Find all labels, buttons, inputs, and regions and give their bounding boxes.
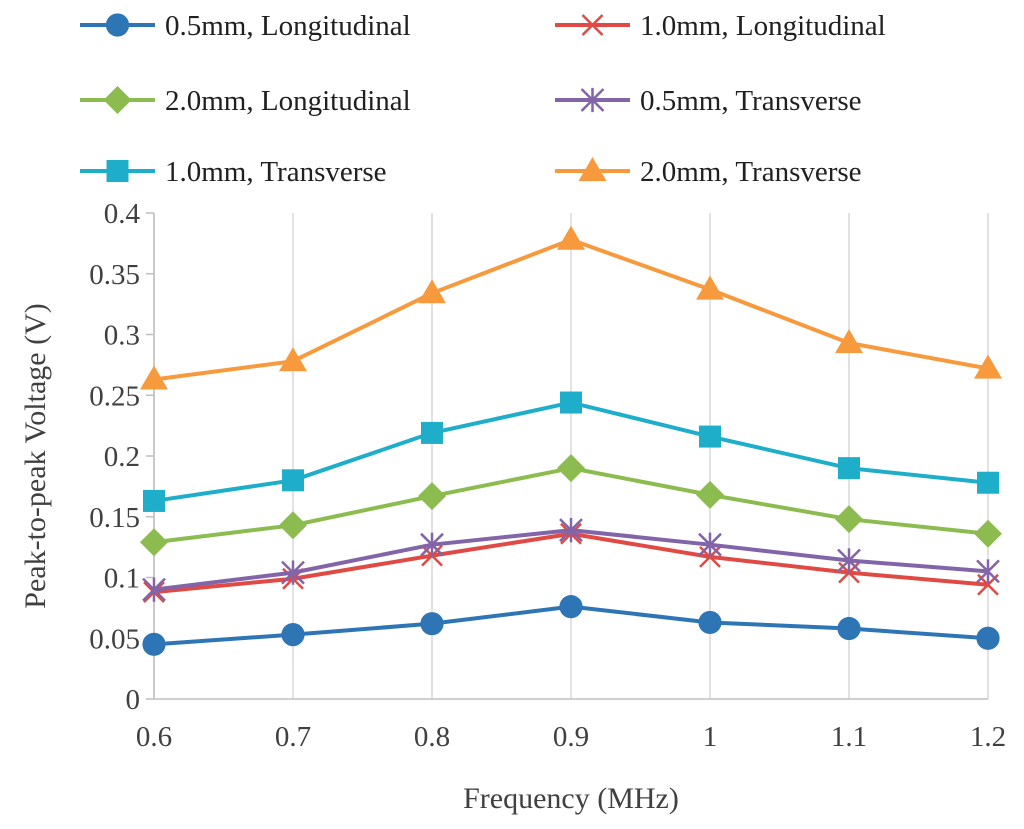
- legend-label: 1.0mm, Longitudinal: [640, 10, 886, 42]
- y-tick-label: 0: [126, 684, 141, 716]
- legend: 0.5mm, Longitudinal 1.0mm, Longitudinal 2.…: [80, 10, 886, 188]
- data-point: [106, 160, 129, 182]
- series-4: [143, 391, 999, 512]
- x-tick-label: 0.6: [136, 721, 172, 753]
- legend-label: 0.5mm, Transverse: [640, 85, 862, 117]
- data-point: [142, 577, 166, 602]
- y-tick-label: 0.4: [104, 198, 141, 230]
- data-point: [578, 157, 607, 182]
- data-point: [279, 347, 307, 372]
- data-point: [696, 480, 724, 509]
- data-point: [281, 623, 305, 647]
- series-5: [140, 225, 1002, 390]
- data-point: [143, 489, 165, 512]
- data-point: [140, 365, 168, 390]
- legend-label: 0.5mm, Longitudinal: [165, 10, 411, 42]
- data-point: [421, 421, 443, 444]
- data-point: [418, 482, 446, 511]
- x-tick-label: 0.8: [414, 721, 450, 753]
- data-point: [837, 616, 861, 641]
- data-point: [557, 454, 585, 483]
- data-point: [279, 511, 307, 540]
- x-tick-label: 0.9: [553, 721, 589, 753]
- x-tick-label: 1.2: [970, 721, 1006, 753]
- x-tick-label: 1: [703, 721, 718, 753]
- legend-item: 2.0mm, Transverse: [555, 156, 862, 188]
- y-tick-label: 0.25: [89, 380, 140, 412]
- legend-label: 1.0mm, Transverse: [165, 156, 387, 188]
- data-point: [420, 532, 444, 557]
- axes: 0 0.05 0.1 0.15 0.2 0.25 0.3 0.35 0.4 0.6 0.7 0.8 0.…: [89, 198, 1006, 753]
- data-point: [281, 560, 305, 585]
- data-point: [105, 13, 130, 37]
- data-point: [835, 505, 863, 534]
- data-point: [580, 87, 605, 113]
- data-point: [837, 548, 861, 573]
- x-axis-title: Frequency (MHz): [463, 782, 679, 815]
- legend-item: 0.5mm, Longitudinal: [80, 10, 411, 42]
- y-tick-label: 0.35: [89, 259, 140, 291]
- x-tick-label: 0.7: [275, 721, 311, 753]
- data-point: [557, 225, 585, 250]
- y-tick-label: 0.2: [104, 441, 140, 473]
- data-point: [559, 518, 583, 543]
- data-point: [140, 528, 168, 557]
- series-3: [142, 518, 1000, 602]
- data-point: [282, 469, 304, 492]
- data-point: [698, 610, 722, 635]
- data-point: [838, 457, 860, 480]
- data-point: [974, 519, 1002, 548]
- y-tick-label: 0.1: [104, 563, 140, 595]
- series-2: [140, 454, 1002, 557]
- data-point: [977, 471, 999, 494]
- data-point: [559, 595, 583, 619]
- y-tick-label: 0.3: [104, 320, 140, 352]
- legend-item: 2.0mm, Longitudinal: [80, 85, 411, 117]
- y-tick-label: 0.05: [89, 623, 140, 655]
- x-tick-label: 1.1: [831, 721, 867, 753]
- data-point: [103, 86, 132, 114]
- legend-label: 2.0mm, Longitudinal: [165, 85, 411, 117]
- legend-item: 1.0mm, Longitudinal: [555, 10, 886, 42]
- data-point: [974, 354, 1002, 379]
- y-tick-label: 0.15: [89, 502, 140, 534]
- data-point: [976, 626, 1000, 650]
- data-point: [418, 279, 446, 304]
- data-point: [698, 532, 722, 557]
- y-axis-title: Peak-to-peak Voltage (V): [19, 303, 52, 608]
- data-point: [142, 632, 166, 656]
- data-point: [699, 425, 721, 448]
- data-point: [560, 391, 582, 414]
- series-layer: [140, 225, 1002, 656]
- series-0: [142, 595, 1000, 656]
- legend-label: 2.0mm, Transverse: [640, 156, 862, 188]
- legend-item: 0.5mm, Transverse: [555, 85, 862, 117]
- legend-item: 1.0mm, Transverse: [80, 156, 387, 188]
- data-point: [581, 14, 604, 36]
- data-point: [420, 612, 444, 636]
- data-point: [835, 329, 863, 354]
- data-point: [696, 275, 724, 300]
- data-point: [976, 559, 1000, 584]
